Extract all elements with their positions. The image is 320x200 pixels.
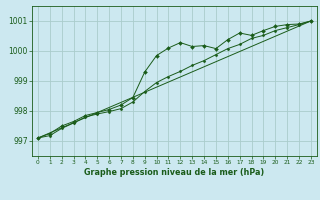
X-axis label: Graphe pression niveau de la mer (hPa): Graphe pression niveau de la mer (hPa) (84, 168, 265, 177)
